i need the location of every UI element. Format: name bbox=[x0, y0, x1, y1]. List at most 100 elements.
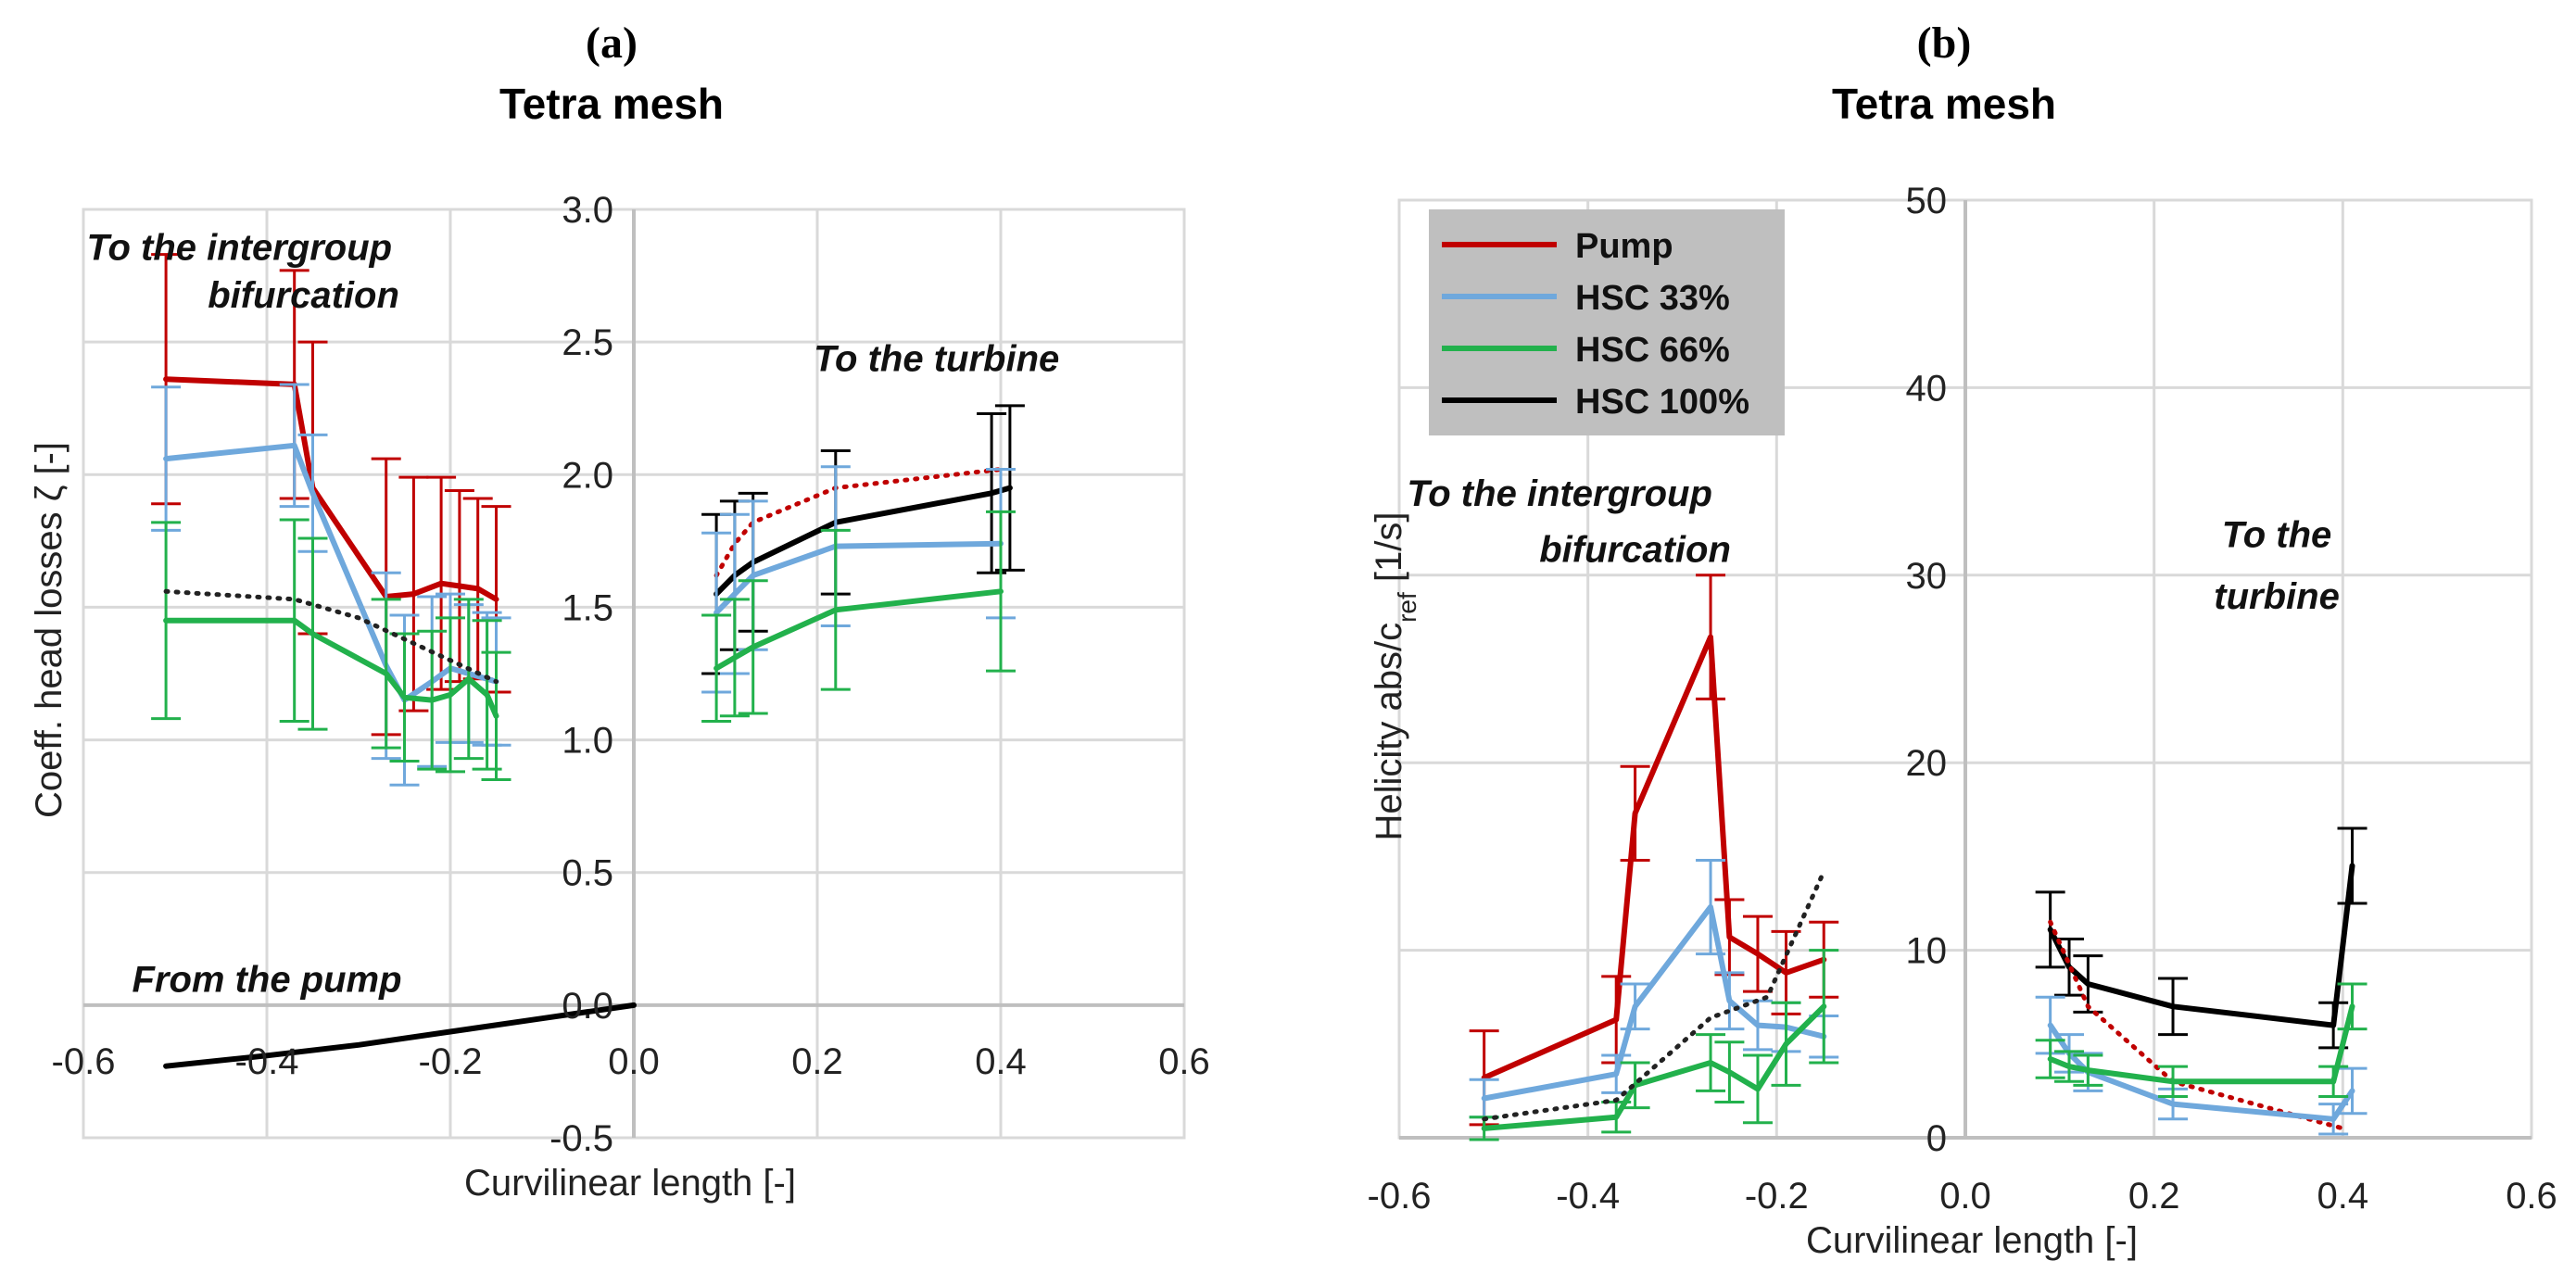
chart-b-series-hsc-33-turbine-side bbox=[2035, 995, 2368, 1136]
chart-b-series-pump-turbine-side bbox=[2048, 919, 2345, 1131]
chart-b-series-hsc-100 bbox=[1482, 869, 1826, 1122]
chart-b-series-hsc-66-errorbar-2 bbox=[1620, 1061, 1650, 1110]
chart-a-series-hsc-66-errorbar-9 bbox=[481, 650, 511, 782]
chart-b-series-hsc-33-turbine-side-line bbox=[2047, 1022, 2355, 1122]
chart-b-series-hsc-66-errorbar-7 bbox=[1809, 949, 1839, 1065]
chart-b-series-hsc-100-turbine-side-errorbar-5 bbox=[2337, 826, 2368, 905]
chart-b-series-hsc-66-turbine-side-errorbar-1 bbox=[2054, 1050, 2085, 1083]
chart-a-annotation-to-the-turbine: To the turbine bbox=[814, 339, 1059, 380]
chart-a-annotations: To the intergroup bifurcation To the turbi… bbox=[87, 227, 1060, 1000]
chart-a-series-hsc-66 bbox=[151, 518, 511, 782]
chart-a-series-hsc-66-turbine-side-errorbar-3 bbox=[820, 528, 851, 691]
chart-a-series-hsc-33-turbine-side-line bbox=[713, 540, 1004, 616]
chart-a-ticks: -0.6 -0.4 -0.2 0.0 0.2 0.4 0.6 -0.5 0.0 0.5 1.0 1.5… bbox=[52, 190, 1210, 1159]
chart-b-xtick-label: -0.4 bbox=[1556, 1176, 1620, 1217]
chart-b-xtick-label: 0.2 bbox=[2128, 1176, 2180, 1217]
chart-b-series-hsc-66-turbine-side-errorbar-5 bbox=[2337, 982, 2368, 1031]
chart-b-series-hsc-66-turbine-side-errorbar-0 bbox=[2035, 1039, 2065, 1079]
chart-a-series-hsc-66-turbine-side-errorbar-0 bbox=[701, 613, 732, 724]
chart-b-annotation-to-the-intergroup: To the intergroup bbox=[1407, 473, 1712, 514]
chart-b-ytick-label: 30 bbox=[1906, 556, 1948, 597]
chart-b-annotation-bifurcation: bifurcation bbox=[1539, 530, 1731, 571]
chart-b-ytick-label: 0 bbox=[1926, 1118, 1947, 1159]
legend-entry-hsc-100: HSC 100% bbox=[1442, 383, 1749, 422]
chart-a-xtick-label: 0.2 bbox=[791, 1041, 843, 1082]
chart-b-series-hsc-100-line bbox=[1482, 869, 1826, 1122]
chart-b-series-hsc-33-errorbar-4 bbox=[1714, 971, 1745, 1031]
chart-a-ytick-label: 0.0 bbox=[562, 986, 613, 1027]
chart-b-y-axis-label-unit: [1/s] bbox=[1369, 511, 1409, 592]
chart-b-annotation-to-the: To the bbox=[2222, 514, 2332, 555]
chart-a-ytick-label: 2.0 bbox=[562, 455, 613, 496]
chart-b-series-hsc-33-turbine-side-errorbar-4 bbox=[2318, 1103, 2349, 1136]
chart-a-series-from-the-pump-line bbox=[163, 1002, 637, 1069]
chart-a-series-hsc-66-errorbar-3 bbox=[371, 598, 401, 750]
legend-label: HSC 100% bbox=[1575, 383, 1749, 422]
chart-b-series-pump-line bbox=[1481, 634, 1827, 1081]
chart-a-ytick-label: 3.0 bbox=[562, 190, 613, 231]
chart-a-series-hsc-33-line bbox=[163, 442, 499, 703]
chart-b-series-hsc-100-turbine-side-line bbox=[2047, 863, 2355, 1028]
chart-b-xtick-label: 0.0 bbox=[1939, 1176, 1991, 1217]
chart-a-plot: -0.6 -0.4 -0.2 0.0 0.2 0.4 0.6 -0.5 0.0 0.5 1.0 1.5… bbox=[52, 190, 1210, 1159]
panel-a-label: (a) bbox=[586, 19, 638, 68]
chart-a-series-hsc-66-errorbar-0 bbox=[151, 521, 182, 721]
chart-b-legend: Pump HSC 33% HSC 66% HSC 100% bbox=[1429, 209, 1785, 435]
chart-b-series-hsc-33-errorbar-3 bbox=[1696, 858, 1726, 956]
chart-b-series-pump-errorbar-2 bbox=[1620, 764, 1650, 862]
panel-b-label: (b) bbox=[1917, 19, 1972, 68]
chart-b-series-hsc-66-errorbar-5 bbox=[1742, 1053, 1773, 1125]
chart-b-plot: -0.6 -0.4 -0.2 0.0 0.2 0.4 0.6 0 10 20 30 40 50 To t… bbox=[1368, 181, 2557, 1217]
chart-b-annotations: To the intergroup bifurcation To the turbin… bbox=[1407, 473, 2340, 617]
chart-b-series-hsc-100-turbine-side-errorbar-0 bbox=[2035, 890, 2065, 969]
chart-a-ytick-label: 2.5 bbox=[562, 322, 613, 363]
chart-b-xtick-label: 0.6 bbox=[2506, 1176, 2557, 1217]
chart-a-xtick-label: 0.0 bbox=[608, 1041, 660, 1082]
chart-b-series-pump-errorbar-1 bbox=[1601, 975, 1632, 1065]
chart-a-series-hsc-66-errorbar-1 bbox=[279, 518, 309, 724]
chart-b-series-hsc-66 bbox=[1469, 949, 1839, 1141]
chart-b-series-pump-turbine-side-line bbox=[2048, 919, 2345, 1131]
chart-b-series bbox=[1469, 574, 2368, 1141]
chart-b-series-hsc-66-errorbar-4 bbox=[1714, 1040, 1745, 1104]
chart-b-x-axis-label: Curvilinear length [-] bbox=[1806, 1220, 2138, 1261]
panel-b-title: Tetra mesh bbox=[1832, 80, 2056, 128]
chart-a-xtick-label: -0.2 bbox=[419, 1041, 483, 1082]
panel-a-title: Tetra mesh bbox=[499, 80, 724, 128]
chart-a-series-hsc-100 bbox=[163, 588, 499, 685]
chart-b-ytick-label: 10 bbox=[1906, 931, 1948, 972]
chart-b-series-hsc-66-turbine-side-errorbar-4 bbox=[2318, 1065, 2349, 1098]
legend-label: HSC 33% bbox=[1575, 279, 1730, 318]
chart-a-annotation-from-the-pump: From the pump bbox=[132, 960, 401, 1001]
chart-b-series-hsc-66-errorbar-6 bbox=[1771, 1001, 1801, 1087]
chart-b-series-hsc-66-line bbox=[1481, 1003, 1827, 1131]
chart-a-xtick-label: -0.6 bbox=[52, 1041, 116, 1082]
chart-b-series-pump-errorbar-5 bbox=[1742, 914, 1773, 993]
legend-label: HSC 66% bbox=[1575, 331, 1730, 370]
chart-b-series-hsc-100-turbine-side-errorbar-3 bbox=[2158, 977, 2189, 1037]
chart-b-ytick-label: 50 bbox=[1906, 181, 1948, 221]
legend-entry-hsc-33: HSC 33% bbox=[1442, 279, 1730, 318]
chart-a-ytick-label: -0.5 bbox=[549, 1118, 613, 1159]
chart-b-xtick-label: -0.6 bbox=[1368, 1176, 1432, 1217]
chart-a-series-hsc-66-turbine-side-errorbar-4 bbox=[986, 510, 1016, 673]
chart-a-xtick-label: 0.6 bbox=[1158, 1041, 1210, 1082]
chart-b-y-axis-label-sub: ref bbox=[1393, 592, 1421, 623]
chart-a-series-hsc-66-turbine-side bbox=[701, 510, 1016, 724]
chart-b-ytick-label: 40 bbox=[1906, 368, 1948, 409]
chart-b-series-hsc-66-turbine-side bbox=[2035, 982, 2368, 1098]
chart-a-ytick-label: 1.0 bbox=[562, 721, 613, 762]
chart-b-ticks: -0.6 -0.4 -0.2 0.0 0.2 0.4 0.6 0 10 20 30 40 50 bbox=[1368, 181, 2557, 1217]
chart-b-axes bbox=[1399, 200, 2532, 1140]
chart-b-series-hsc-33-turbine-side-errorbar-5 bbox=[2337, 1066, 2368, 1116]
chart-b-xtick-label: -0.2 bbox=[1745, 1176, 1809, 1217]
chart-b-xtick-label: 0.4 bbox=[2317, 1176, 2369, 1217]
chart-a-series-hsc-66-errorbar-2 bbox=[297, 536, 328, 731]
legend-entry-hsc-66: HSC 66% bbox=[1442, 331, 1730, 370]
chart-a-ytick-label: 1.5 bbox=[562, 587, 613, 628]
legend-label: Pump bbox=[1575, 227, 1673, 266]
chart-a-annotation-to-the-intergroup: To the intergroup bbox=[87, 227, 393, 268]
chart-b-series-hsc-33-errorbar-2 bbox=[1620, 982, 1650, 1031]
chart-a-xtick-label: 0.4 bbox=[975, 1041, 1027, 1082]
chart-a-series-from-the-pump bbox=[163, 1002, 637, 1069]
